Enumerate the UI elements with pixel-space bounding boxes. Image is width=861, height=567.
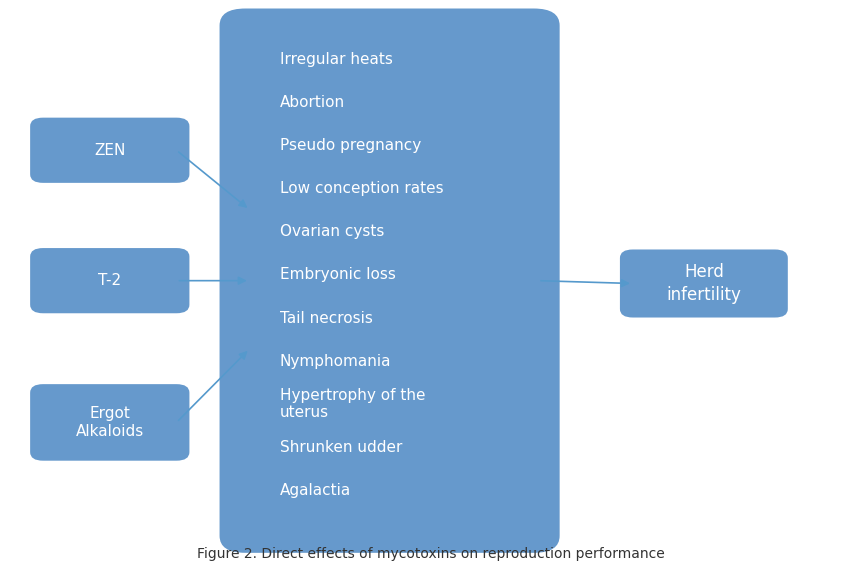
Text: ZEN: ZEN xyxy=(94,143,126,158)
FancyBboxPatch shape xyxy=(30,384,189,460)
Text: Nymphomania: Nymphomania xyxy=(280,354,392,369)
Text: Ovarian cysts: Ovarian cysts xyxy=(280,225,384,239)
Text: Herd
infertility: Herd infertility xyxy=(666,264,741,303)
Text: Low conception rates: Low conception rates xyxy=(280,181,443,196)
Text: Abortion: Abortion xyxy=(280,95,345,110)
Text: Figure 2. Direct effects of mycotoxins on reproduction performance: Figure 2. Direct effects of mycotoxins o… xyxy=(196,547,665,561)
Text: Irregular heats: Irregular heats xyxy=(280,52,393,67)
Text: Embryonic loss: Embryonic loss xyxy=(280,268,396,282)
Text: T-2: T-2 xyxy=(98,273,121,288)
FancyBboxPatch shape xyxy=(620,249,788,318)
FancyBboxPatch shape xyxy=(30,248,189,313)
FancyBboxPatch shape xyxy=(220,9,560,553)
Text: Shrunken udder: Shrunken udder xyxy=(280,440,402,455)
Text: Tail necrosis: Tail necrosis xyxy=(280,311,373,325)
Text: Agalactia: Agalactia xyxy=(280,483,351,498)
Text: Ergot
Alkaloids: Ergot Alkaloids xyxy=(76,406,144,439)
FancyBboxPatch shape xyxy=(30,118,189,183)
Text: Hypertrophy of the
uterus: Hypertrophy of the uterus xyxy=(280,388,425,420)
Text: Pseudo pregnancy: Pseudo pregnancy xyxy=(280,138,421,153)
